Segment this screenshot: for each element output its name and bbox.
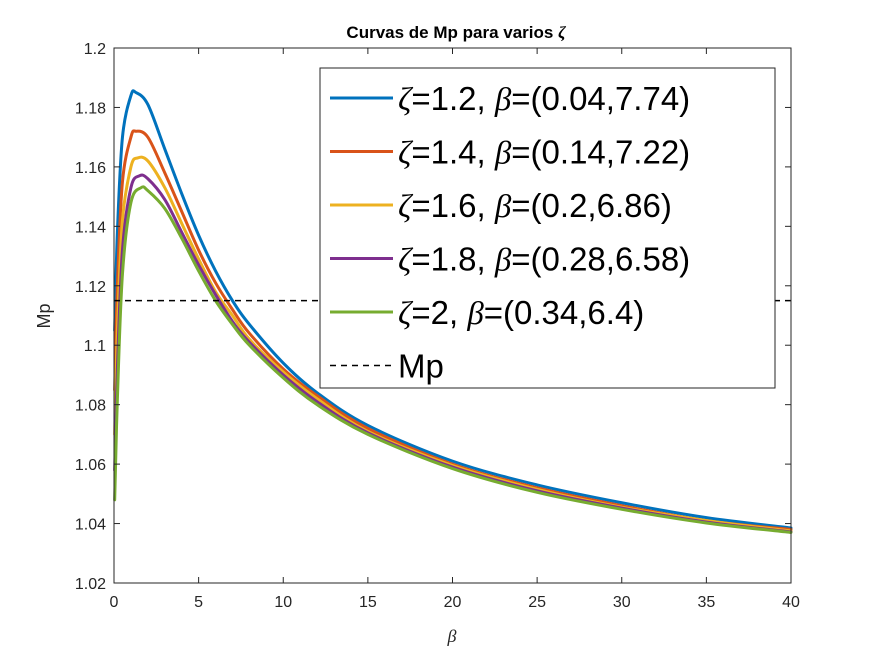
x-tick-label: 30	[613, 594, 631, 611]
x-axis-label: β	[447, 626, 457, 646]
series-layer	[113, 89, 793, 534]
legend-entry-4: ζ=1.8, β=(0.28,6.58)	[398, 241, 690, 279]
x-tick-label: 15	[359, 594, 377, 611]
legend-entry-1: ζ=1.2, β=(0.04,7.74)	[398, 80, 690, 118]
y-axis-label: Mp	[34, 303, 54, 328]
y-tick-label: 1.2	[84, 41, 106, 58]
y-tick-label: 1.08	[75, 398, 106, 415]
legend-entry-mp: Mp	[398, 348, 444, 385]
legend-entry-5: ζ=2, β=(0.34,6.4)	[398, 294, 644, 332]
legend-box	[319, 67, 776, 389]
y-tick-label: 1.1	[84, 338, 106, 355]
y-tick-label: 1.02	[75, 576, 106, 593]
x-tick-label: 40	[782, 594, 800, 611]
series-line-1	[113, 89, 793, 530]
legend-entry-3: ζ=1.6, β=(0.2,6.86)	[398, 187, 672, 225]
x-tick-label: 10	[274, 594, 292, 611]
x-tick-label: 0	[110, 594, 119, 611]
chart-title-symbol: ζ	[558, 23, 566, 42]
y-tick-label: 1.16	[75, 160, 106, 177]
y-tick-label: 1.04	[75, 517, 106, 534]
x-tick-label: 5	[194, 594, 203, 611]
chart-title: Curvas de Mp para varios ζ	[346, 23, 566, 42]
ticks-layer: 0 5 10 15 20 25 30 35 40 1.02 1.04 1.06 1.08 1.1 1.12 1…	[75, 41, 800, 611]
x-tick-label: 20	[444, 594, 462, 611]
legend-entry-2: ζ=1.4, β=(0.14,7.22)	[398, 134, 690, 172]
legend: ζ=1.2, β=(0.04,7.74) ζ=1.4, β=(0.14,7.22)…	[319, 67, 776, 389]
y-tick-label: 1.18	[75, 100, 106, 117]
chart-title-text: Curvas de Mp para varios	[346, 23, 553, 42]
y-tick-label: 1.06	[75, 457, 106, 474]
series-line-5	[113, 185, 793, 534]
x-tick-label: 25	[528, 594, 546, 611]
y-tick-label: 1.12	[75, 279, 106, 296]
legend-items: ζ=1.2, β=(0.04,7.74) ζ=1.4, β=(0.14,7.22)…	[330, 80, 690, 385]
x-tick-label: 35	[697, 594, 715, 611]
y-tick-label: 1.14	[75, 219, 106, 236]
